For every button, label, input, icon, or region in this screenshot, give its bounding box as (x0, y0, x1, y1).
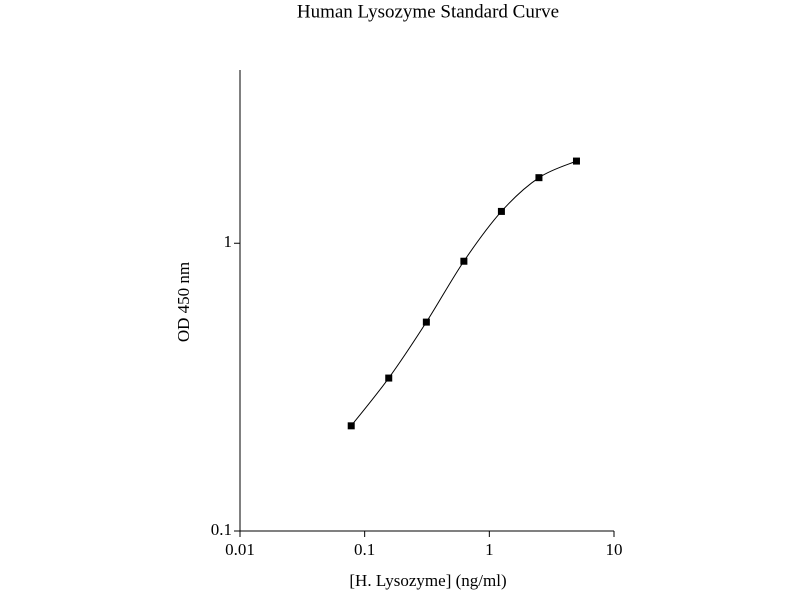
x-tick-label: 0.01 (225, 540, 255, 559)
y-tick-label: 1 (224, 232, 233, 251)
point (572, 157, 580, 165)
point (385, 374, 393, 382)
point (497, 207, 505, 215)
point (460, 257, 468, 265)
x-tick-label: 10 (606, 540, 623, 559)
chart-title: Human Lysozyme Standard Curve (297, 1, 559, 22)
fit-curve (350, 160, 577, 427)
y-tick-label: 0.1 (211, 520, 232, 539)
x-axis-label: [H. Lysozyme] (ng/ml) (349, 571, 506, 590)
point (535, 174, 543, 182)
y-axis-label: OD 450 nm (174, 262, 193, 342)
point (422, 318, 430, 326)
x-tick-label: 0.1 (354, 540, 375, 559)
x-tick-label: 1 (485, 540, 494, 559)
point (347, 422, 355, 430)
